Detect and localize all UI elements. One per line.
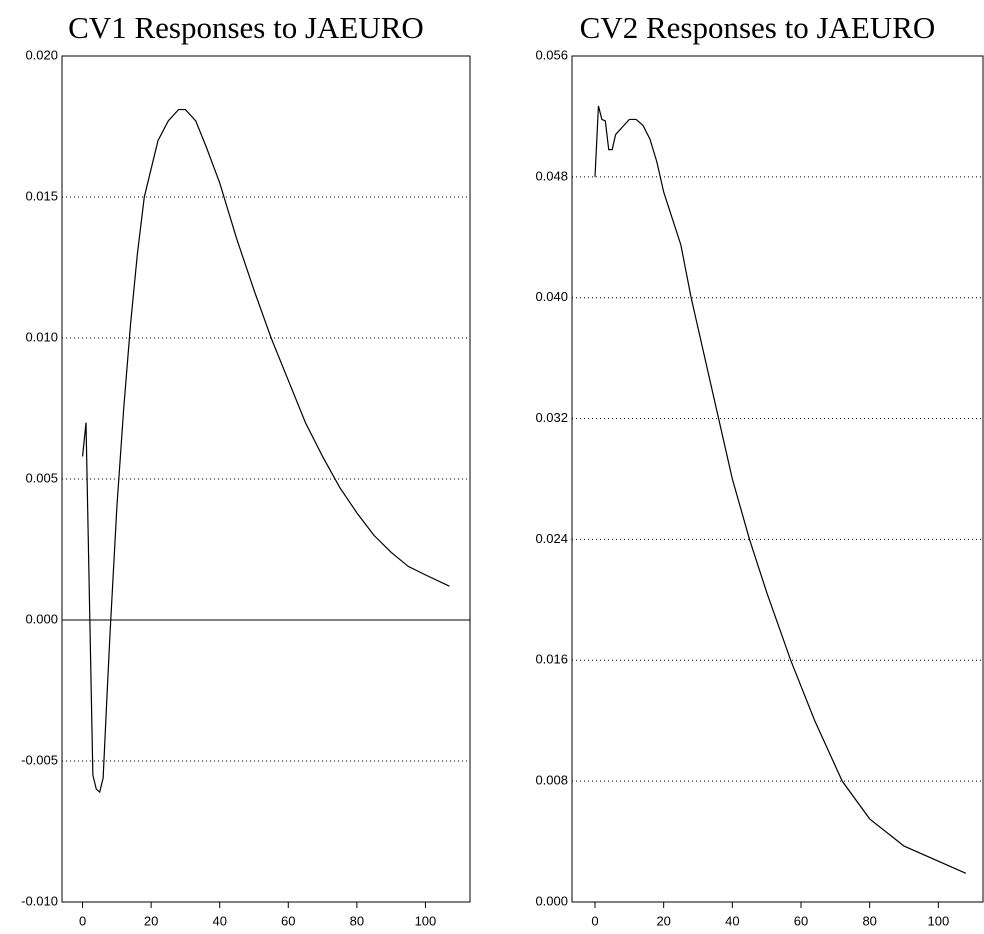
line bbox=[81, 108, 450, 794]
x-tick-label: 40 bbox=[725, 913, 739, 928]
x-tick-label: 0 bbox=[79, 913, 86, 928]
x-tick-label: 20 bbox=[656, 913, 670, 928]
x-tick-label: 80 bbox=[350, 913, 364, 928]
y-tick-label: -0.010 bbox=[21, 893, 58, 908]
x-tick-label: 0 bbox=[591, 913, 598, 928]
x-tick-label: 100 bbox=[928, 913, 950, 928]
y-tick-label: 0.048 bbox=[535, 168, 568, 183]
plot-frame bbox=[61, 55, 471, 903]
x-tick-label: 60 bbox=[281, 913, 295, 928]
y-tick-label: 0.015 bbox=[25, 188, 58, 203]
y-tick-label: 0.000 bbox=[25, 611, 58, 626]
x-tick-label: 100 bbox=[415, 913, 437, 928]
chart-title: CV2 Responses to JAEURO bbox=[580, 10, 936, 45]
y-tick-label: 0.020 bbox=[25, 47, 58, 62]
plot-frame bbox=[571, 55, 984, 903]
y-tick-label: 0.010 bbox=[25, 329, 58, 344]
y-tick-label: 0.008 bbox=[535, 773, 568, 788]
line bbox=[594, 105, 967, 874]
y-tick-label: 0.024 bbox=[535, 531, 568, 546]
y-tick-label: 0.040 bbox=[535, 289, 568, 304]
y-tick-label: 0.016 bbox=[535, 652, 568, 667]
x-tick-label: 20 bbox=[144, 913, 158, 928]
x-tick-label: 40 bbox=[212, 913, 226, 928]
y-tick-label: 0.000 bbox=[535, 893, 568, 908]
chart-title: CV1 Responses to JAEURO bbox=[68, 10, 424, 45]
x-tick-label: 60 bbox=[794, 913, 808, 928]
y-tick-label: 0.032 bbox=[535, 410, 568, 425]
x-tick-label: 80 bbox=[862, 913, 876, 928]
y-tick-label: -0.005 bbox=[21, 752, 58, 767]
y-tick-label: 0.005 bbox=[25, 470, 58, 485]
y-tick-label: 0.056 bbox=[535, 47, 568, 62]
